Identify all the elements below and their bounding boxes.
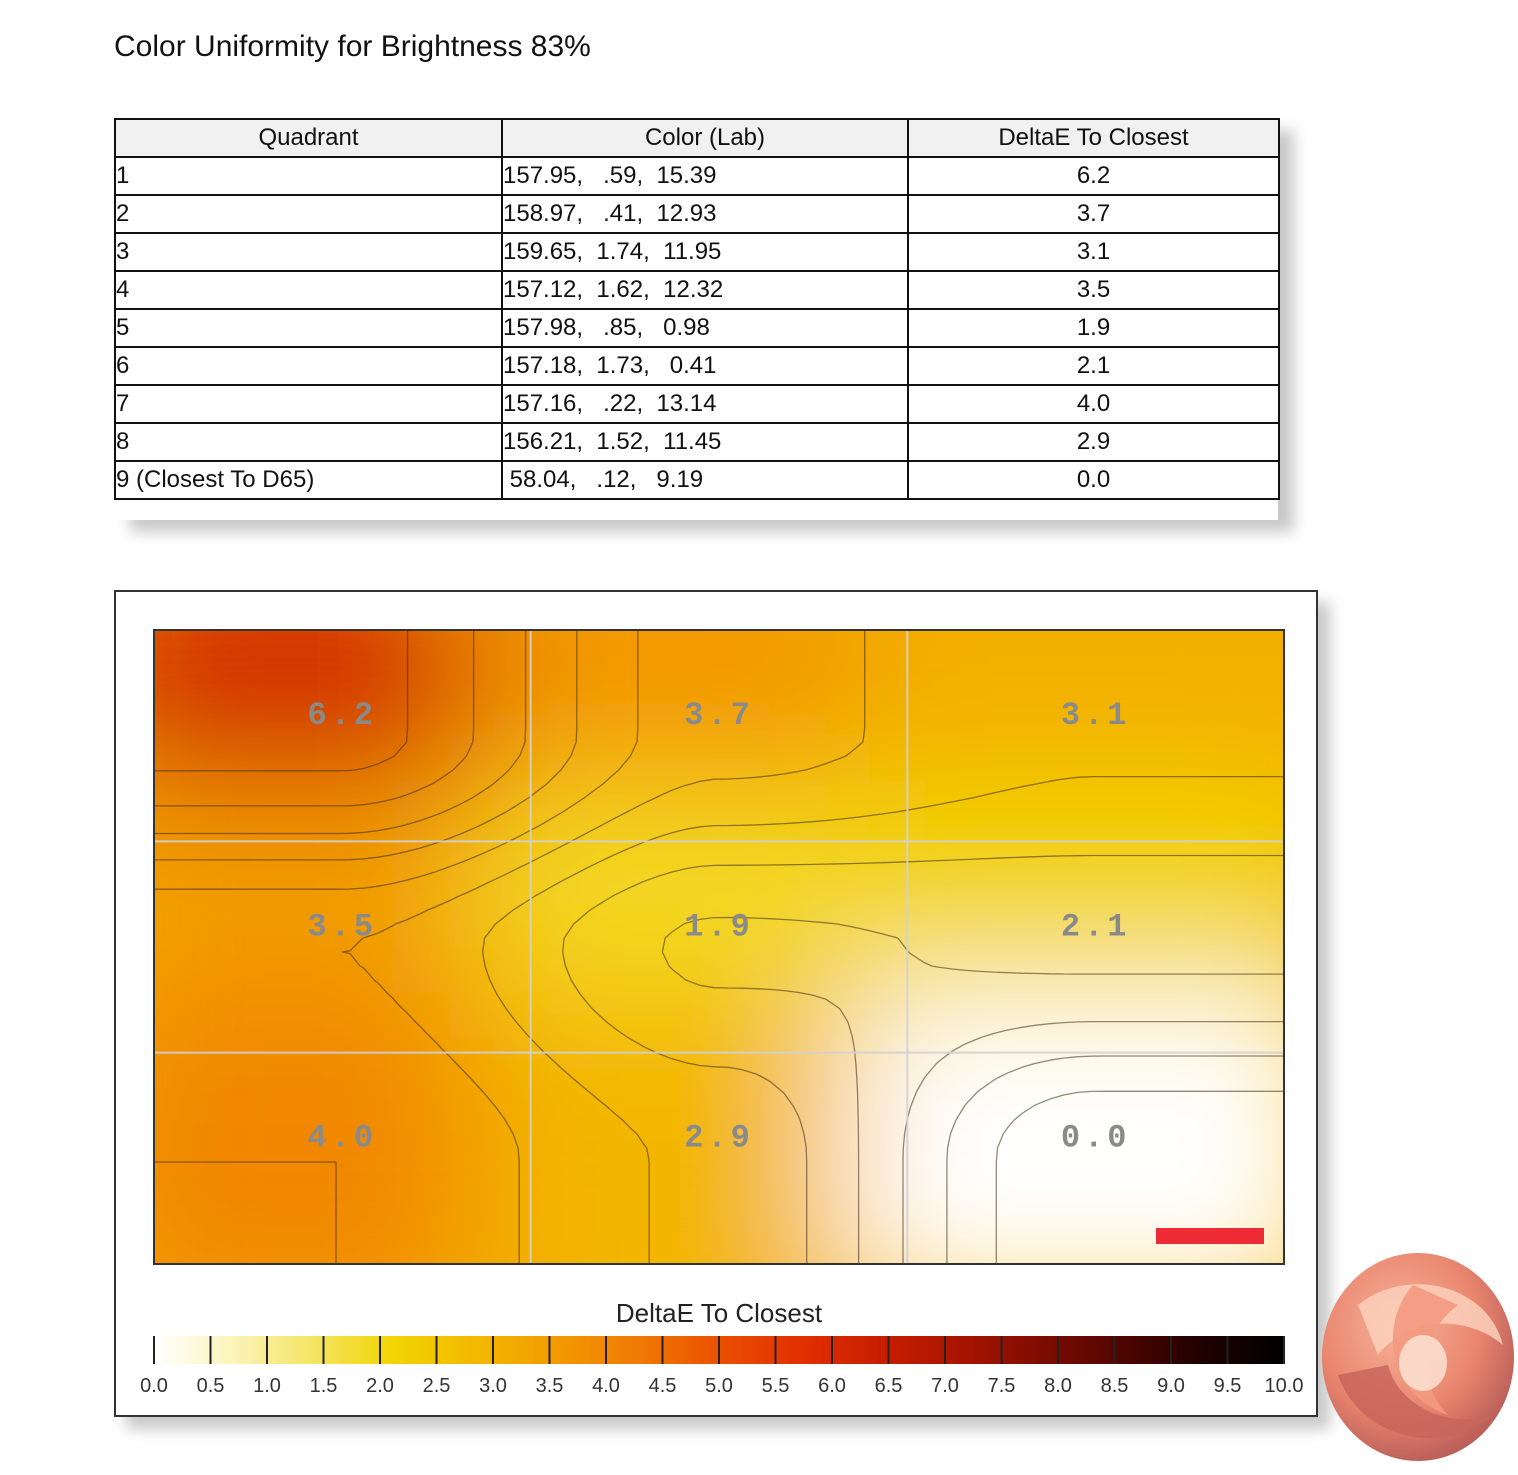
colorbar-tick-label: 7.0 <box>931 1375 959 1397</box>
deltae-cell: 3.1 <box>907 232 1280 272</box>
deltae-cell: 2.1 <box>907 346 1280 386</box>
uniformity-table-container: Quadrant Color (Lab) DeltaE To Closest 1… <box>114 118 1280 520</box>
colorbar-tick-label: 4.0 <box>592 1375 620 1397</box>
cell-value-label: 1.9 <box>684 908 754 945</box>
cell-value-label: 3.1 <box>1061 697 1131 734</box>
colorbar-tick-label: 6.0 <box>818 1375 846 1397</box>
table-row: 2 158.97, .41, 12.93 3.7 <box>114 194 1280 234</box>
deltae-cell: 6.2 <box>907 156 1280 196</box>
cell-value-label: 3.5 <box>308 908 378 945</box>
column-header-color-lab: Color (Lab) <box>501 118 909 158</box>
cell-value-label: 3.7 <box>684 697 754 734</box>
colorbar-tick-label: 6.5 <box>875 1375 903 1397</box>
lab-cell: 58.04, .12, 9.19 <box>501 460 909 500</box>
contour-line <box>154 630 475 807</box>
colorbar-tick-label: 3.5 <box>536 1375 564 1397</box>
lab-cell: 157.12, 1.62, 12.32 <box>501 270 909 310</box>
lab-cell: 158.97, .41, 12.93 <box>501 194 909 234</box>
deltae-cell: 0.0 <box>907 460 1280 500</box>
deltae-cell: 3.7 <box>907 194 1280 234</box>
colorbar-tick-label: 1.5 <box>310 1375 338 1397</box>
contour-line <box>946 1055 1284 1264</box>
heatmap-cell <box>847 992 1284 1264</box>
lab-cell: 156.21, 1.52, 11.45 <box>501 422 909 462</box>
contour-line <box>154 630 578 861</box>
table-row: 1 157.95, .59, 15.39 6.2 <box>114 156 1280 196</box>
quadrant-cell: 5 <box>114 308 503 348</box>
column-header-deltae: DeltaE To Closest <box>907 118 1280 158</box>
uniformity-table: Quadrant Color (Lab) DeltaE To Closest 1… <box>114 118 1280 500</box>
cell-value-label: 4.0 <box>308 1120 378 1157</box>
contour-line <box>995 1090 1284 1264</box>
contour-line <box>154 630 639 1264</box>
quadrant-cell: 7 <box>114 384 503 424</box>
quadrant-cell: 6 <box>114 346 503 386</box>
uniformity-heatmap: 6.2 3.7 3.1 3.5 1.9 2.1 4.0 2.9 0.0 DeltaE To Cl… <box>140 629 1303 1397</box>
heatmap-blobs <box>154 630 1284 1264</box>
plot-frame <box>153 629 1285 1265</box>
quadrant-cell: 3 <box>114 232 503 272</box>
contour-line <box>154 630 409 772</box>
cell-value-label: 2.9 <box>684 1120 754 1157</box>
colorbar-tick-label: 5.0 <box>705 1375 733 1397</box>
lab-cell: 157.16, .22, 13.14 <box>501 384 909 424</box>
colorbar-tick-label: 0.5 <box>197 1375 225 1397</box>
cell-value-label: 6.2 <box>308 697 378 734</box>
lab-cell: 157.95, .59, 15.39 <box>501 156 909 196</box>
quadrant-cell: 8 <box>114 422 503 462</box>
quadrant-cell: 9 (Closest To D65) <box>114 460 503 500</box>
table-row: 7 157.16, .22, 13.14 4.0 <box>114 384 1280 424</box>
cell-value-labels: 6.2 3.7 3.1 3.5 1.9 2.1 4.0 2.9 0.0 <box>308 697 1131 1157</box>
colorbar-tick-label: 9.0 <box>1157 1375 1185 1397</box>
table-header-row: Quadrant Color (Lab) DeltaE To Closest <box>114 118 1280 158</box>
cell-value-label: 2.1 <box>1061 908 1131 945</box>
watermark-logo-icon <box>1322 1253 1514 1461</box>
colorbar-tick-label: 2.5 <box>423 1375 451 1397</box>
table-row: 8 156.21, 1.52, 11.45 2.9 <box>114 422 1280 462</box>
contour-line <box>561 854 1284 1264</box>
lab-cell: 157.98, .85, 0.98 <box>501 308 909 348</box>
grid-lines <box>154 630 1284 1264</box>
table-row: 5 157.98, .85, 0.98 1.9 <box>114 308 1280 348</box>
quadrant-cell: 2 <box>114 194 503 234</box>
colorbar-tick-label: 8.5 <box>1101 1375 1129 1397</box>
contour-line <box>661 916 1284 1264</box>
colorbar-tick-label: 3.0 <box>479 1375 507 1397</box>
deltae-cell: 4.0 <box>907 384 1280 424</box>
contour-line <box>154 630 527 835</box>
quadrant-cell: 1 <box>114 156 503 196</box>
colorbar-tick-label: 1.0 <box>253 1375 281 1397</box>
cell-value-label: 0.0 <box>1061 1120 1131 1157</box>
colorbar-tick-label: 2.0 <box>366 1375 394 1397</box>
deltae-cell: 3.5 <box>907 270 1280 310</box>
heatmap-fill <box>154 630 1284 1264</box>
deltae-cell: 1.9 <box>907 308 1280 348</box>
uniformity-chart-panel: 6.2 3.7 3.1 3.5 1.9 2.1 4.0 2.9 0.0 DeltaE To Cl… <box>114 590 1318 1417</box>
table-row: 4 157.12, 1.62, 12.32 3.5 <box>114 270 1280 310</box>
column-header-quadrant: Quadrant <box>114 118 503 158</box>
table-row: 3 159.65, 1.74, 11.95 3.1 <box>114 232 1280 272</box>
colorbar-tick-label: 0.0 <box>140 1375 168 1397</box>
page-title: Color Uniformity for Brightness 83% <box>114 30 591 63</box>
table-row: 9 (Closest To D65) 58.04, .12, 9.19 0.0 <box>114 460 1280 500</box>
lab-cell: 159.65, 1.74, 11.95 <box>501 232 909 272</box>
quadrant-cell: 4 <box>114 270 503 310</box>
table-row: 6 157.18, 1.73, 0.41 2.1 <box>114 346 1280 386</box>
colorbar-tick-label: 8.0 <box>1044 1375 1072 1397</box>
colorbar-tick-label: 5.5 <box>762 1375 790 1397</box>
colorbar-tick-label: 4.5 <box>649 1375 677 1397</box>
red-marker <box>1156 1228 1264 1244</box>
deltae-cell: 2.9 <box>907 422 1280 462</box>
colorbar-tick-label: 9.5 <box>1214 1375 1242 1397</box>
colorbar: 0.0 0.5 1.0 1.5 2.0 2.5 3.0 3.5 4.0 4.5 5.0 5.5 6.0 6… <box>140 1336 1303 1397</box>
colorbar-tick-label: 7.5 <box>988 1375 1016 1397</box>
lab-cell: 157.18, 1.73, 0.41 <box>501 346 909 386</box>
colorbar-title: DeltaE To Closest <box>616 1298 823 1328</box>
contour-line <box>902 1020 1284 1264</box>
colorbar-tick-label: 10.0 <box>1265 1375 1304 1397</box>
